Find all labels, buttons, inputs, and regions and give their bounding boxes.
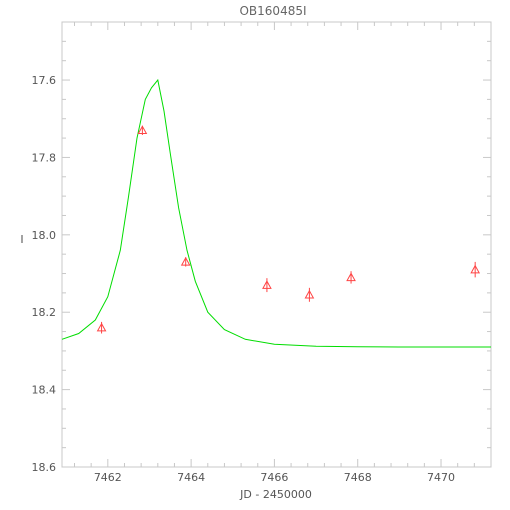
y-tick-label: 18.4	[32, 384, 57, 397]
model-curve-layer	[61, 78, 491, 348]
plot-border	[61, 21, 492, 468]
model-curve	[61, 78, 491, 348]
data-point	[96, 321, 107, 334]
triangle-marker	[96, 322, 107, 332]
data-point	[180, 256, 191, 267]
axis-ticks: 7462 7464 7466 7468 7470 17.6 17.8 18.0 18.2 18.4…	[32, 21, 492, 484]
data-point	[304, 287, 315, 302]
y-tick-label: 17.6	[32, 74, 57, 87]
x-tick-label: 7468	[344, 471, 372, 484]
y-tick-label: 17.8	[32, 151, 57, 164]
x-axis-label: JD - 2450000	[239, 488, 312, 501]
data-point	[470, 261, 481, 278]
x-tick-label: 7462	[94, 471, 122, 484]
y-tick-label: 18.0	[32, 229, 57, 242]
triangle-marker	[304, 289, 315, 299]
data-point	[262, 278, 272, 293]
data-point	[346, 271, 356, 284]
x-tick-label: 7464	[177, 471, 205, 484]
y-tick-label: 18.2	[32, 306, 57, 319]
data-points-layer	[96, 125, 481, 334]
plot-frame	[61, 21, 492, 468]
chart-title: OB160485I	[239, 4, 306, 18]
triangle-marker	[470, 264, 481, 274]
x-tick-label: 7470	[427, 471, 455, 484]
y-axis-label: I	[20, 233, 23, 246]
triangle-marker	[262, 280, 272, 289]
triangle-marker	[137, 125, 148, 135]
x-tick-label: 7466	[260, 471, 288, 484]
data-point	[137, 125, 148, 135]
triangle-marker	[180, 256, 191, 266]
y-tick-label: 18.6	[32, 461, 57, 474]
triangle-marker	[346, 272, 356, 282]
